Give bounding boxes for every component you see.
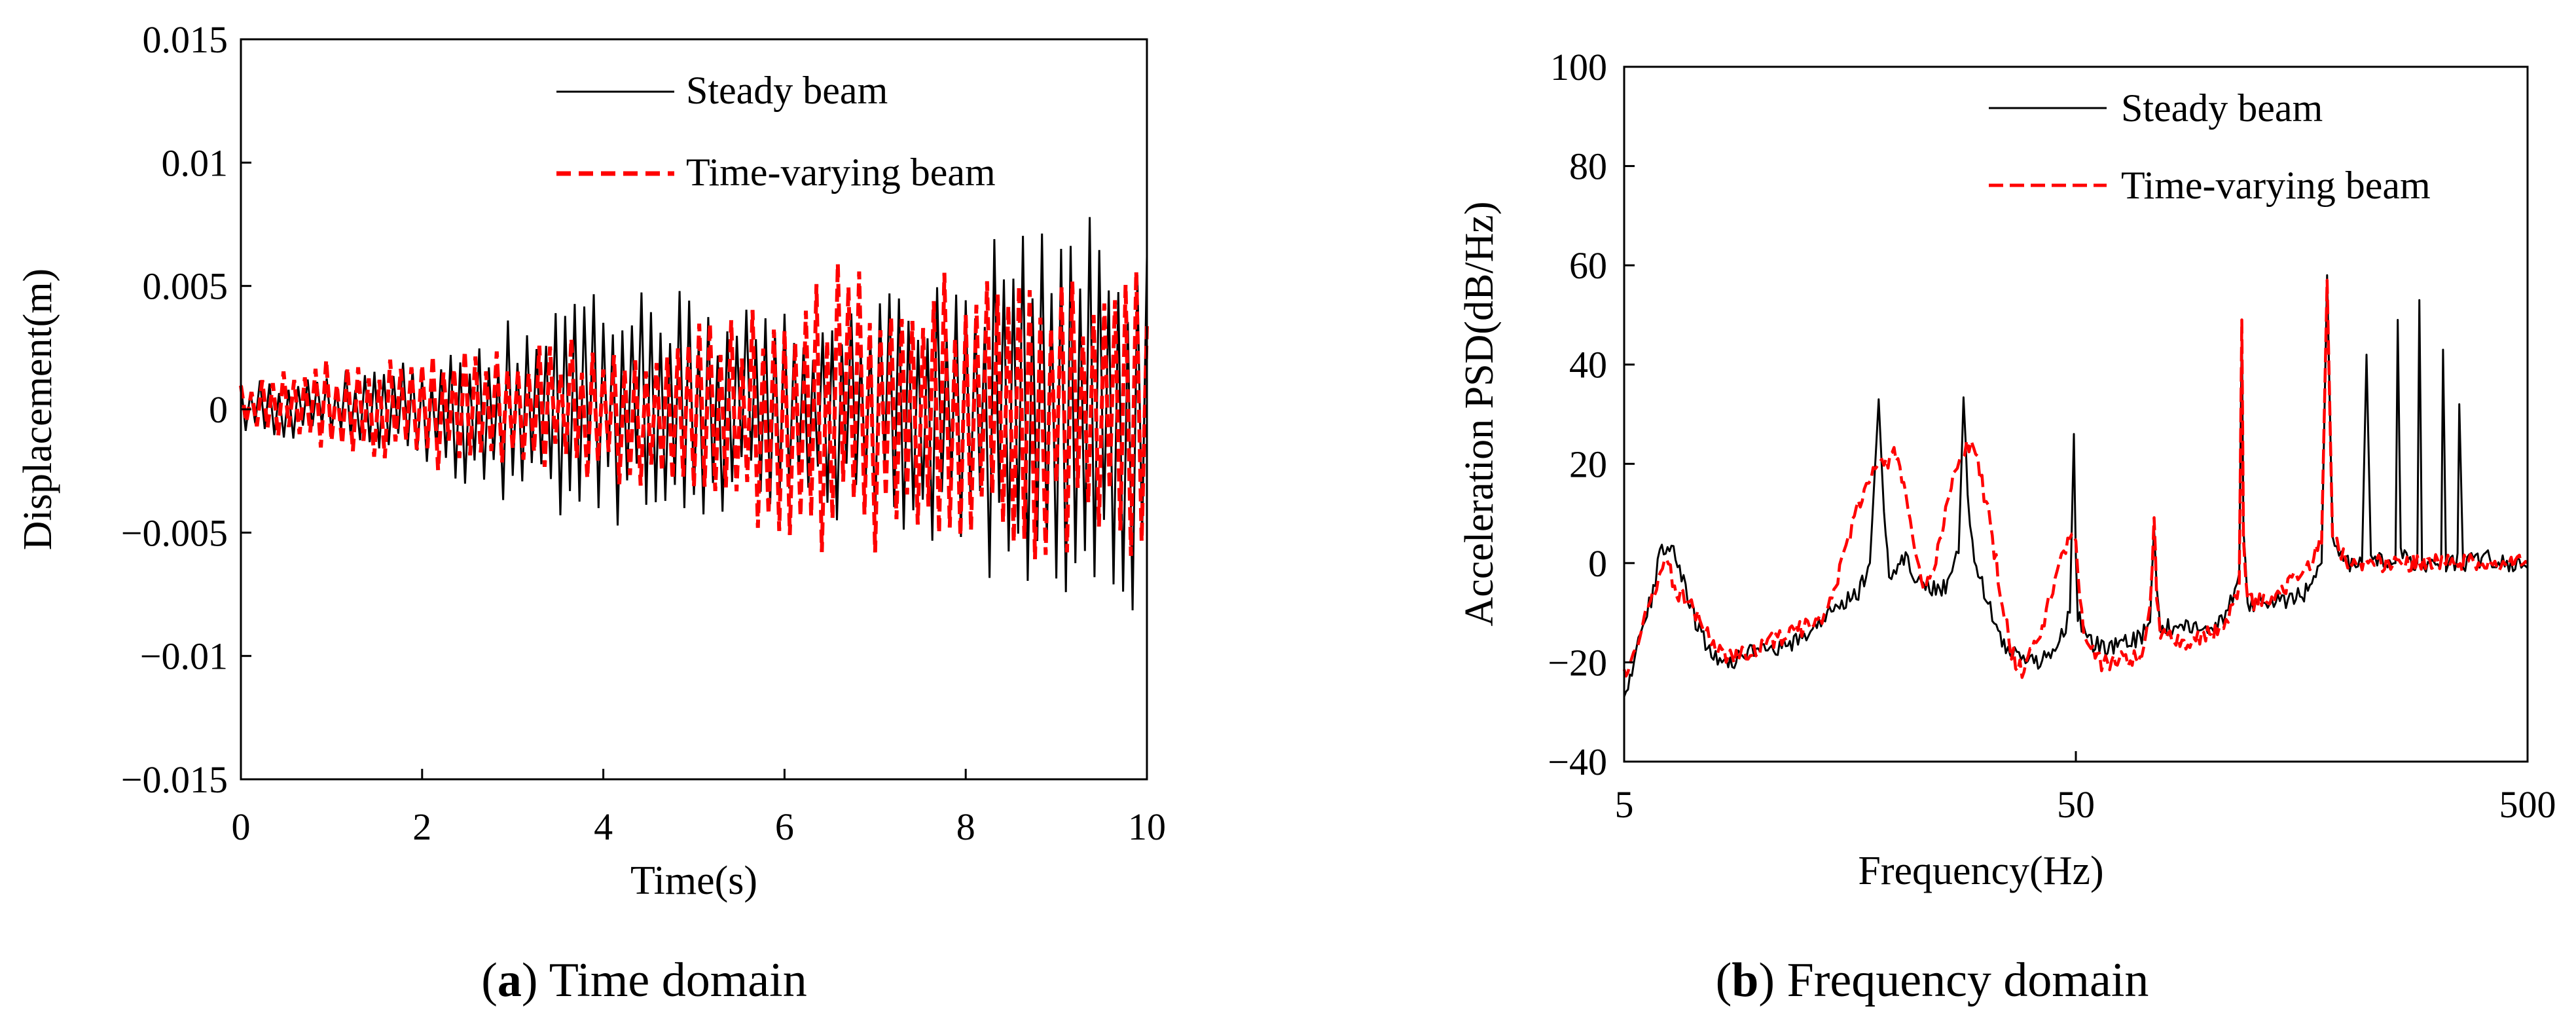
x-tick-label-b: 50 <box>2057 783 2095 826</box>
x-tick-label-a: 0 <box>232 805 251 848</box>
legend-label-varying-b: Time-varying beam <box>2121 164 2431 207</box>
caption-a: (a) Time domain <box>481 953 807 1007</box>
series-time-varying-beam-a <box>239 263 1149 559</box>
legend-label-varying-a: Time-varying beam <box>686 151 996 194</box>
y-tick-label-a: 0.01 <box>162 141 228 184</box>
x-tick-label-a: 2 <box>412 805 431 848</box>
y-tick-label-b: 20 <box>1569 443 1607 485</box>
panel-time-domain: 0.015 0.01 0.005 0 −0.005 −0.01 −0.015 0 2 4 6 8 10 T… <box>16 18 1166 1007</box>
y-tick-label-b: 80 <box>1569 145 1607 188</box>
y-tick-label-b: 60 <box>1569 244 1607 287</box>
x-tick-label-b: 500 <box>2499 783 2556 826</box>
y-tick-label-b: −20 <box>1548 641 1607 684</box>
frequency-domain-chart: 100 80 60 40 20 0 −20 −405 50 500 Frequency(Hz) Acc… <box>1457 46 2556 893</box>
caption-b: (b) Frequency domain <box>1715 953 2149 1007</box>
x-tick-label-a: 10 <box>1128 805 1166 848</box>
y-tick-label-a: 0.005 <box>143 265 228 308</box>
x-axis-title-b: Frequency(Hz) <box>1858 849 2103 893</box>
legend-label-steady-a: Steady beam <box>686 69 888 112</box>
y-axis-title-b: Acceleration PSD(dB/Hz) <box>1457 201 1502 626</box>
panel-frequency-domain: 100 80 60 40 20 0 −20 −40 5 50 500 Frequency(Hz) Acc… <box>1288 0 2576 1036</box>
x-tick-label-a: 4 <box>594 805 613 848</box>
y-tick-label-a: −0.005 <box>121 511 228 554</box>
y-tick-label-a: −0.015 <box>121 758 228 801</box>
y-tick-label-a: 0 <box>209 388 228 431</box>
y-axis-title-a: Displacement(m) <box>16 268 60 550</box>
y-tick-label-b: 0 <box>1588 542 1607 585</box>
y-tick-label-b: 100 <box>1550 46 1607 88</box>
y-tick-label-a: −0.01 <box>140 635 228 678</box>
y-tick-label-b: −40 <box>1548 741 1607 783</box>
y-tick-label-a: 0.015 <box>143 18 228 61</box>
x-tick-label-a: 8 <box>956 805 975 848</box>
series-time-varying-beam-b <box>1622 278 2529 679</box>
x-axis-title-a: Time(s) <box>630 859 757 903</box>
x-tick-label-b: 5 <box>1615 783 1634 826</box>
legend-label-steady-b: Steady beam <box>2121 86 2323 130</box>
x-tick-label-a: 6 <box>775 805 794 848</box>
series-steady-beam-b <box>1623 274 2529 697</box>
y-tick-label-b: 40 <box>1569 344 1607 386</box>
